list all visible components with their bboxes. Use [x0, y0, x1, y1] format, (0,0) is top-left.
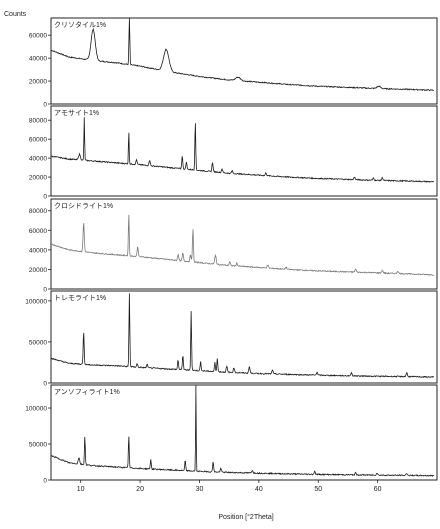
- series-line: [50, 18, 434, 92]
- y-tick-label: 0: [43, 194, 47, 201]
- x-tick-label: 10: [77, 486, 85, 493]
- panel-1: 0 20000 40000 60000 クリソタイル1%: [29, 17, 438, 109]
- series-line: [50, 117, 434, 183]
- panel-2: 0 20000 40000 60000 80000 アモサイト1%: [29, 105, 438, 201]
- series-name: アンソフィライト1%: [54, 388, 120, 396]
- series-name: アモサイト1%: [54, 109, 99, 117]
- y-tick-label: 20000: [29, 267, 47, 274]
- series-line: [50, 214, 434, 276]
- series-line: [50, 293, 435, 379]
- y-tick-label: 0: [43, 478, 47, 485]
- y-tick-label: 60000: [29, 137, 47, 144]
- panel-frame: [50, 105, 438, 197]
- y-axis-label: Counts: [4, 11, 27, 18]
- y-tick-label: 50000: [29, 339, 47, 346]
- x-tick-label: 30: [196, 486, 204, 493]
- series-name: トレモライト1%: [54, 294, 106, 302]
- y-tick-label: 60000: [29, 228, 47, 235]
- panel-3: 0 20000 40000 60000 80000 クロシドライト1%: [29, 198, 438, 294]
- panel-frame: [50, 290, 438, 384]
- y-tick-label: 40000: [29, 247, 47, 254]
- panel-4: 0 50000 100000 トレモライト1%: [25, 290, 438, 388]
- series-name: クリソタイル1%: [54, 20, 106, 29]
- x-axis-label: Position [°2Theta]: [218, 513, 273, 521]
- y-tick-label: 100000: [25, 406, 47, 413]
- panels-group: 0 20000 40000 60000 クリソタイル1% 0 20000 40000 60000…: [25, 17, 438, 485]
- x-axis: 10 20 30 40 50 60: [77, 480, 382, 493]
- panel-frame: [50, 384, 438, 481]
- y-tick-label: 0: [43, 287, 47, 294]
- panel-frame: [50, 198, 438, 290]
- y-tick-label: 40000: [29, 56, 47, 63]
- x-tick-label: 40: [255, 486, 263, 493]
- y-tick-label: 60000: [29, 33, 47, 40]
- panel-frame: [50, 17, 438, 105]
- y-tick-label: 50000: [29, 442, 47, 449]
- x-tick-label: 20: [136, 486, 144, 493]
- series-name: クロシドライト1%: [54, 202, 113, 210]
- series-line: [50, 385, 435, 477]
- x-tick-label: 50: [314, 486, 322, 493]
- y-tick-label: 20000: [29, 79, 47, 86]
- y-tick-label: 80000: [29, 208, 47, 215]
- y-tick-label: 0: [43, 102, 47, 109]
- panel-5: 0 50000 100000 アンソフィライト1%: [25, 384, 438, 485]
- y-tick-label: 40000: [29, 156, 47, 163]
- y-tick-label: 80000: [29, 118, 47, 125]
- y-tick-label: 20000: [29, 175, 47, 182]
- y-tick-label: 0: [43, 381, 47, 388]
- x-tick-label: 60: [374, 486, 382, 493]
- y-tick-label: 100000: [25, 298, 47, 305]
